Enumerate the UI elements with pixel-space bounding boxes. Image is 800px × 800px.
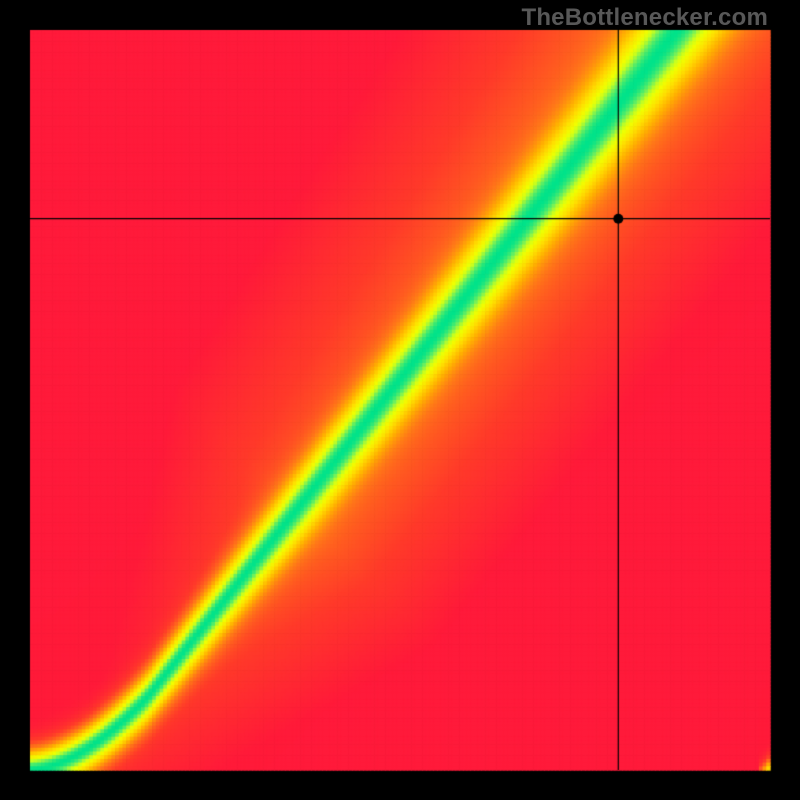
watermark-label: TheBottlenecker.com bbox=[521, 4, 768, 32]
bottleneck-heatmap-chart bbox=[0, 0, 800, 800]
